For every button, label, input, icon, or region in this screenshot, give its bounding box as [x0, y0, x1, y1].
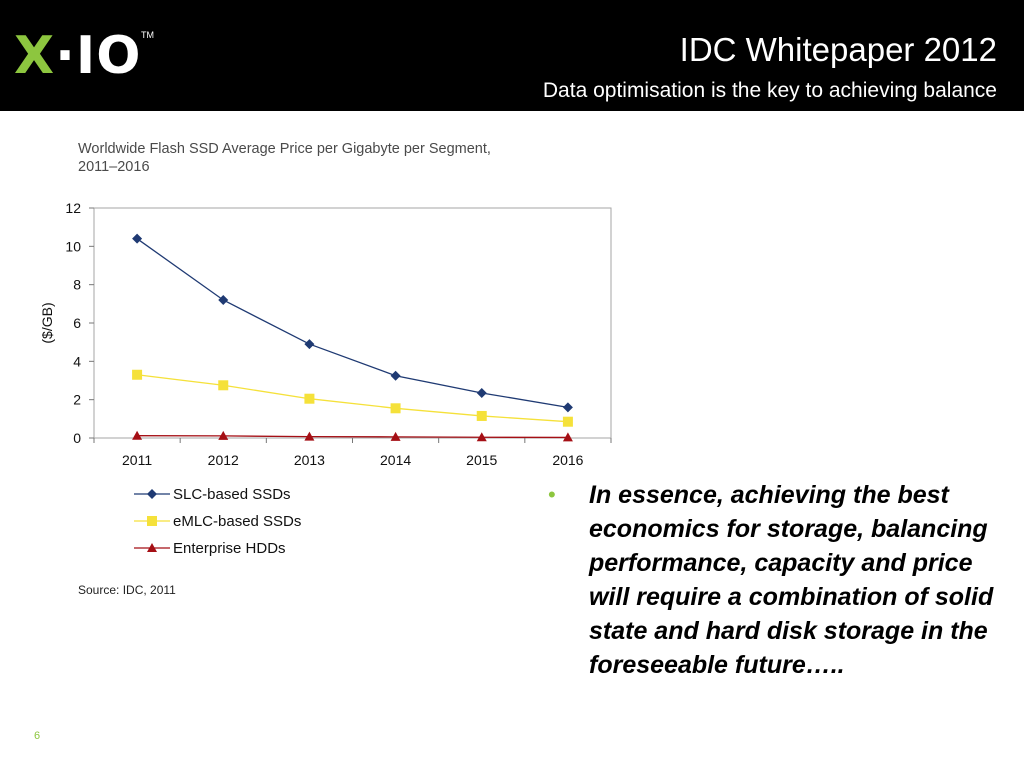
logo-trademark: TM	[141, 30, 154, 40]
logo-wordmark: X·IO	[14, 26, 141, 86]
data-point	[562, 402, 573, 413]
data-point	[476, 432, 487, 442]
header-bar: X·IO TM IDC Whitepaper 2012 Data optimis…	[0, 0, 1024, 111]
page-number: 6	[34, 730, 41, 742]
y-tick-label: 4	[73, 353, 81, 369]
data-point	[218, 380, 229, 391]
bullet-text: In essence, achieving the best economics…	[589, 481, 994, 679]
series-line	[136, 238, 569, 408]
data-point	[132, 430, 143, 440]
slide-title: IDC Whitepaper 2012	[679, 31, 997, 68]
logo-mark: X	[14, 26, 56, 86]
data-point	[304, 393, 315, 404]
slide-subtitle: Data optimisation is the key to achievin…	[542, 79, 997, 102]
bullet-marker: •	[548, 482, 556, 507]
data-point	[562, 432, 573, 442]
x-tick-label: 2015	[466, 452, 497, 468]
data-point	[390, 403, 401, 414]
legend-label: eMLC-based SSDs	[173, 513, 301, 530]
data-point	[476, 410, 487, 421]
data-point	[132, 233, 143, 244]
x-tick-label: 2013	[294, 452, 325, 468]
legend-marker	[147, 489, 157, 499]
series-line	[137, 435, 568, 439]
y-tick-label: 12	[65, 200, 81, 216]
data-point	[304, 431, 315, 441]
y-tick-label: 8	[73, 277, 81, 293]
legend-marker	[147, 543, 157, 552]
series-line	[137, 374, 568, 423]
chart-source: Source: IDC, 2011	[78, 583, 176, 597]
xio-logo: X·IO TM	[14, 26, 154, 86]
data-point	[304, 339, 315, 350]
data-point	[562, 416, 573, 427]
y-tick-label: 10	[65, 238, 81, 254]
data-point	[390, 370, 401, 381]
x-tick-label: 2011	[122, 452, 152, 468]
y-tick-label: 6	[73, 315, 81, 331]
data-point	[218, 295, 229, 305]
x-tick-label: 2016	[552, 452, 583, 468]
y-tick-label: 0	[73, 430, 81, 446]
chart-title: Worldwide Flash SSD Average Price per Gi…	[78, 141, 491, 175]
data-point	[476, 387, 487, 398]
data-point	[132, 369, 143, 380]
x-tick-label: 2014	[380, 452, 411, 468]
y-tick-label: 2	[73, 392, 81, 408]
data-point	[218, 430, 229, 440]
logo-rest: ·IO	[55, 26, 142, 86]
legend-marker	[147, 516, 157, 526]
legend-label: Enterprise HDDs	[173, 540, 286, 557]
data-point	[390, 431, 401, 441]
y-axis-label: ($/GB)	[39, 302, 55, 343]
x-tick-label: 2012	[208, 452, 239, 468]
legend-label: SLC-based SSDs	[173, 486, 291, 503]
